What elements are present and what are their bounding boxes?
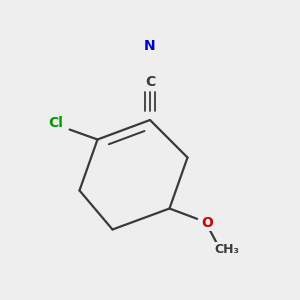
Text: Cl: Cl (48, 116, 63, 130)
Text: CH₃: CH₃ (214, 243, 239, 256)
Text: N: N (144, 40, 156, 53)
Text: O: O (201, 216, 213, 230)
Text: C: C (145, 76, 155, 89)
